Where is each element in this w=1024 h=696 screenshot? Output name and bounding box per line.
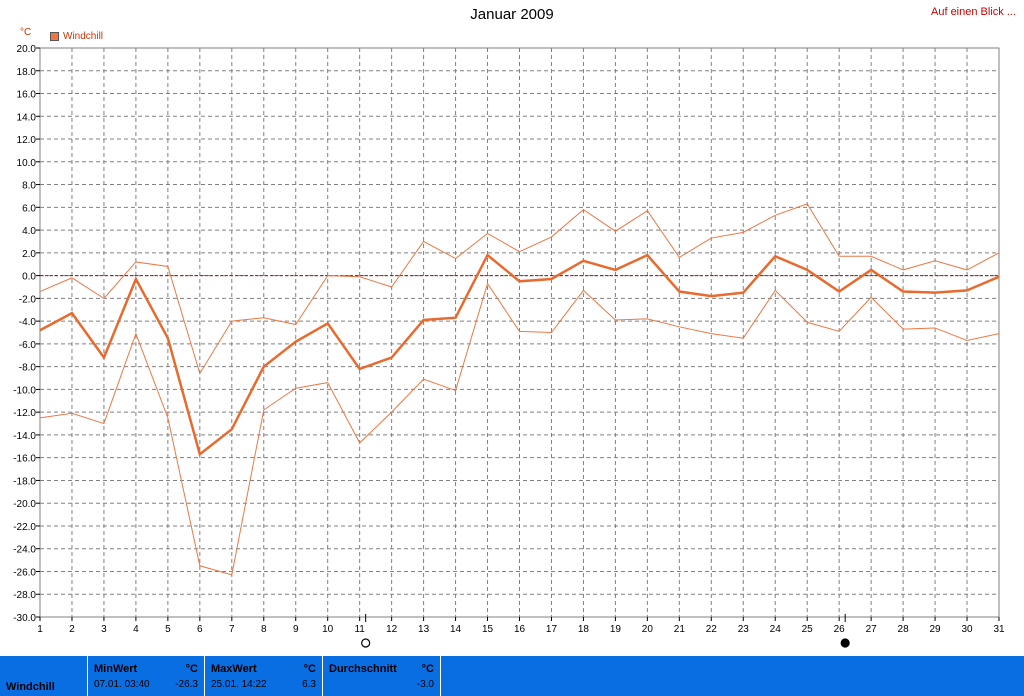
y-tick-label: -22.0	[13, 522, 36, 533]
y-tick-label: -14.0	[13, 431, 36, 442]
stats-bar	[0, 656, 1024, 696]
y-tick-label: -18.0	[13, 476, 36, 487]
min-label: MinWert	[94, 663, 138, 675]
x-tick-label: 31	[993, 624, 1005, 635]
x-tick-label: 19	[610, 624, 622, 635]
y-tick-label: 8.0	[22, 181, 36, 192]
min-value: -26.3	[175, 679, 198, 690]
y-tick-label: 18.0	[17, 67, 37, 78]
y-tick-label: -26.0	[13, 567, 36, 578]
max-unit: °C	[303, 663, 316, 675]
x-tick-label: 13	[418, 624, 430, 635]
x-tick-label: 8	[261, 624, 267, 635]
y-tick-label: -12.0	[13, 408, 36, 419]
y-tick-label: -6.0	[19, 340, 37, 351]
y-tick-label: 10.0	[17, 158, 37, 169]
avg-value: -3.0	[416, 679, 434, 690]
x-tick-label: 2	[69, 624, 75, 635]
min-datetime: 07.01. 03:40	[94, 679, 150, 690]
y-tick-label: -10.0	[13, 385, 36, 396]
x-tick-label: 17	[546, 624, 558, 635]
avg-label: Durchschnitt	[329, 663, 397, 675]
y-tick-label: 6.0	[22, 203, 36, 214]
avg-unit: °C	[421, 663, 434, 675]
y-tick-label: 4.0	[22, 226, 36, 237]
max-label: MaxWert	[211, 663, 257, 675]
x-tick-label: 16	[514, 624, 526, 635]
min-unit: °C	[185, 663, 198, 675]
y-tick-label: -2.0	[19, 294, 37, 305]
y-tick-label: -30.0	[13, 613, 36, 624]
y-tick-label: -20.0	[13, 499, 36, 510]
legend-swatch	[50, 32, 59, 41]
x-tick-label: 1	[37, 624, 43, 635]
chart-title: Januar 2009	[470, 6, 554, 23]
x-tick-label: 26	[834, 624, 846, 635]
max-value: 6.3	[302, 679, 316, 690]
series-line-min	[39, 282, 1000, 576]
x-tick-label: 22	[706, 624, 718, 635]
y-tick-label: -4.0	[19, 317, 37, 328]
y-tick-label: -16.0	[13, 454, 36, 465]
series-line-max	[39, 203, 1000, 375]
y-tick-label: 16.0	[17, 90, 37, 101]
x-tick-label: 18	[578, 624, 590, 635]
x-tick-label: 14	[450, 624, 462, 635]
y-tick-label: -24.0	[13, 545, 36, 556]
y-tick-label: 14.0	[17, 112, 37, 123]
x-tick-label: 10	[322, 624, 334, 635]
x-tick-label: 6	[197, 624, 203, 635]
x-tick-label: 11	[354, 624, 365, 635]
x-tick-label: 27	[866, 624, 878, 635]
y-tick-label: 0.0	[22, 272, 36, 283]
min-marker-icon	[361, 638, 371, 648]
y-tick-label: -28.0	[13, 590, 36, 601]
x-tick-label: 9	[293, 624, 299, 635]
stats-name-cell	[0, 656, 88, 696]
y-tick-label: 20.0	[17, 44, 37, 55]
stats-min-cell: MinWert °C 07.01. 03:40 -26.3	[88, 656, 205, 696]
x-tick-label: 23	[738, 624, 750, 635]
series-line-avg	[39, 253, 1000, 457]
x-tick-label: 28	[898, 624, 910, 635]
legend-label: Windchill	[63, 31, 104, 42]
y-tick-label: 12.0	[17, 135, 37, 146]
chart-canvas: -30.0 -28.0 -26.0 -24.0 -22.0 -20.0 -18.0 -16.0…	[13, 44, 1005, 648]
x-tick-label: 5	[165, 624, 171, 635]
y-tick-label: -8.0	[19, 363, 37, 374]
x-tick-label: 3	[101, 624, 107, 635]
max-marker-icon	[840, 638, 850, 648]
x-tick-label: 29	[930, 624, 942, 635]
x-tick-label: 24	[770, 624, 782, 635]
stats-max-cell: MaxWert °C 25.01. 14:22 6.3	[205, 656, 323, 696]
x-tick-label: 12	[386, 624, 398, 635]
x-tick-label: 20	[642, 624, 654, 635]
stats-avg-cell: Durchschnitt °C -3.0	[323, 656, 441, 696]
legend: Windchill	[50, 31, 103, 42]
overview-link[interactable]: Auf einen Blick ...	[931, 6, 1016, 18]
stats-series-name: Windchill	[6, 681, 55, 693]
x-tick-label: 15	[482, 624, 494, 635]
x-tick-label: 30	[961, 624, 973, 635]
y-unit-label: °C	[20, 27, 32, 38]
x-tick-label: 25	[802, 624, 814, 635]
x-tick-label: 4	[133, 624, 139, 635]
x-tick-label: 7	[229, 624, 235, 635]
max-datetime: 25.01. 14:22	[211, 679, 267, 690]
x-tick-label: 21	[674, 624, 686, 635]
y-tick-label: 2.0	[22, 249, 36, 260]
